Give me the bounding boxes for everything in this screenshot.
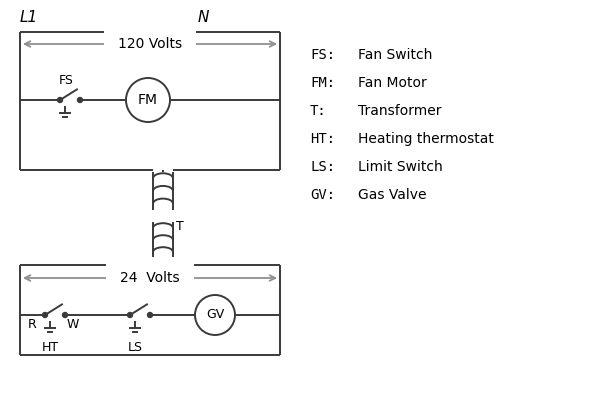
Text: R: R (28, 318, 37, 331)
Text: Transformer: Transformer (358, 104, 441, 118)
Text: Heating thermostat: Heating thermostat (358, 132, 494, 146)
Text: L1: L1 (20, 10, 38, 25)
Text: FS:: FS: (310, 48, 335, 62)
Circle shape (77, 98, 83, 102)
Text: LS: LS (127, 341, 143, 354)
Text: Fan Switch: Fan Switch (358, 48, 432, 62)
Text: T:: T: (310, 104, 327, 118)
Text: 24  Volts: 24 Volts (120, 271, 180, 285)
Circle shape (148, 312, 152, 318)
Text: FM:: FM: (310, 76, 335, 90)
Text: Limit Switch: Limit Switch (358, 160, 442, 174)
Text: FM: FM (138, 93, 158, 107)
Text: Fan Motor: Fan Motor (358, 76, 427, 90)
Text: N: N (198, 10, 209, 25)
Text: LS:: LS: (310, 160, 335, 174)
Text: T: T (176, 220, 183, 232)
Text: GV:: GV: (310, 188, 335, 202)
Text: 120 Volts: 120 Volts (118, 37, 182, 51)
Circle shape (57, 98, 63, 102)
Text: W: W (67, 318, 80, 331)
Text: FS: FS (59, 74, 74, 87)
Text: GV: GV (206, 308, 224, 322)
Circle shape (63, 312, 67, 318)
Text: Gas Valve: Gas Valve (358, 188, 427, 202)
Circle shape (127, 312, 133, 318)
Text: HT:: HT: (310, 132, 335, 146)
Text: HT: HT (41, 341, 58, 354)
Circle shape (42, 312, 48, 318)
